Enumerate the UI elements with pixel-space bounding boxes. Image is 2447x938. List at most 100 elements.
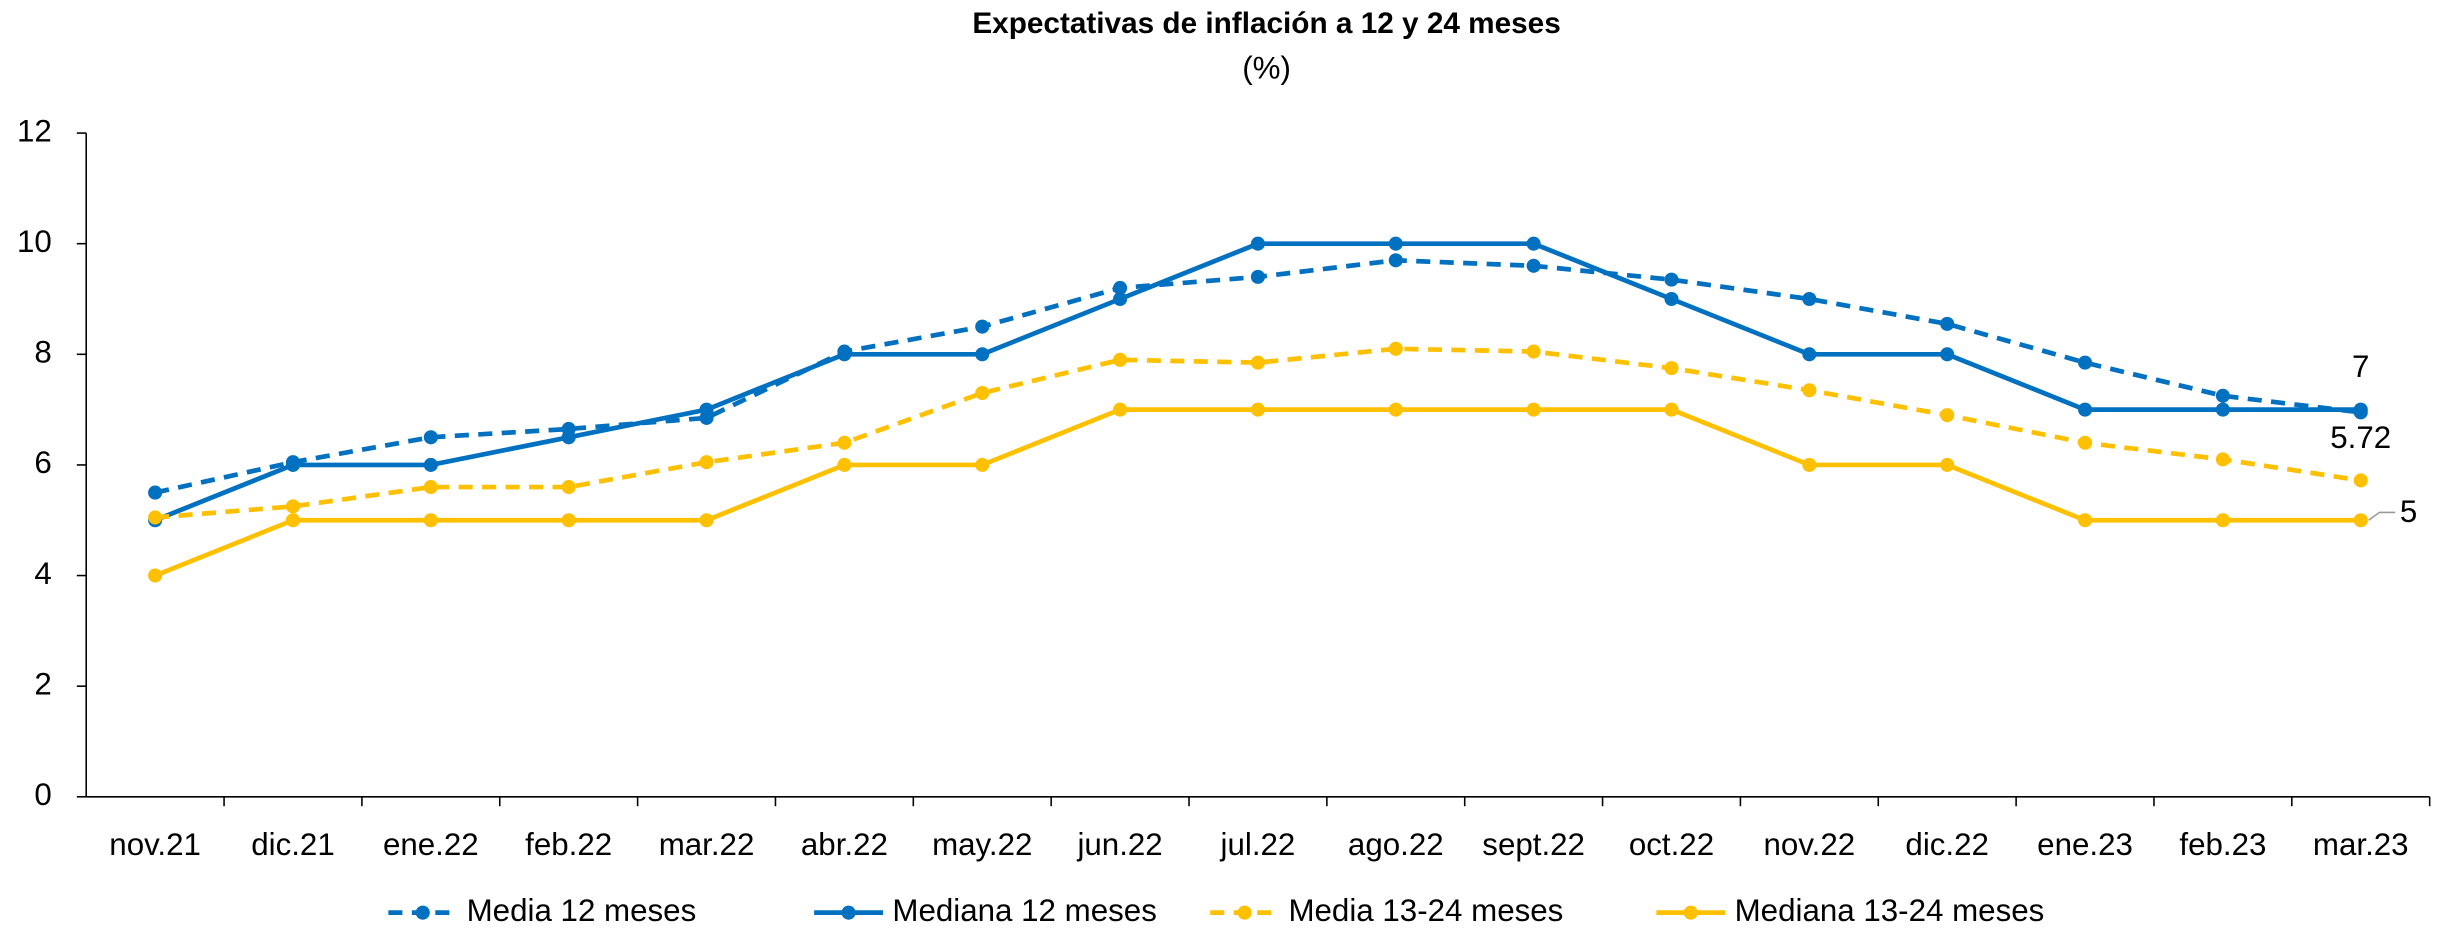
marker	[1113, 402, 1128, 417]
x-tick-label: nov.21	[109, 827, 201, 862]
marker	[1802, 383, 1817, 398]
marker	[1250, 402, 1265, 417]
series-line	[154, 241, 2361, 523]
marker	[1802, 457, 1817, 472]
marker	[837, 457, 852, 472]
marker	[561, 513, 576, 528]
y-tick-label: 6	[34, 445, 51, 480]
marker	[837, 435, 852, 450]
series-line	[154, 346, 2362, 520]
legend-label: Mediana 13-24 meses	[1735, 893, 2045, 928]
marker	[2077, 513, 2093, 528]
marker	[1113, 352, 1128, 367]
marker	[423, 457, 438, 472]
x-tick-label: jun.22	[1076, 827, 1162, 862]
marker	[1940, 408, 1955, 423]
x-tick-label: mar.23	[2313, 827, 2409, 862]
marker	[285, 499, 301, 514]
marker	[975, 319, 990, 334]
marker	[1526, 402, 1541, 417]
marker	[2215, 402, 2230, 417]
x-tick-label: ene.23	[2037, 827, 2133, 862]
marker	[2215, 388, 2230, 403]
legend-marker	[415, 905, 430, 920]
marker	[1388, 402, 1403, 417]
marker	[2077, 355, 2093, 370]
data-label: 5.72	[2330, 420, 2391, 455]
leader-line	[2368, 511, 2396, 521]
chart-title: Expectativas de inflación a 12 y 24 mese…	[972, 7, 1560, 40]
legend-marker	[841, 905, 856, 920]
x-tick-label: dic.21	[251, 827, 335, 862]
x-tick-label: feb.22	[525, 827, 612, 862]
marker	[1526, 258, 1541, 273]
marker	[699, 455, 714, 470]
marker	[148, 485, 163, 500]
data-label: 5	[2400, 494, 2417, 529]
marker	[1526, 344, 1541, 359]
legend-label: Mediana 12 meses	[892, 893, 1156, 928]
marker	[1113, 291, 1128, 307]
marker	[699, 402, 714, 417]
marker	[1664, 361, 1679, 376]
marker	[1113, 280, 1128, 295]
marker	[148, 568, 163, 583]
legend-marker	[1683, 905, 1698, 920]
marker	[561, 430, 576, 445]
y-tick-label: 8	[34, 335, 51, 370]
legend-label: Media 13-24 meses	[1288, 893, 1563, 928]
marker	[1388, 236, 1403, 251]
x-tick-label: oct.22	[1629, 827, 1714, 862]
data-label: 7	[2352, 349, 2369, 384]
marker	[1940, 316, 1955, 331]
x-tick-label: mar.22	[659, 827, 755, 862]
chart-subtitle: (%)	[1242, 51, 1291, 86]
x-tick-label: ago.22	[1348, 827, 1444, 862]
marker	[1250, 269, 1265, 284]
marker	[285, 513, 301, 528]
marker	[1250, 355, 1265, 370]
y-tick-label: 4	[34, 556, 51, 591]
marker	[1802, 347, 1817, 362]
marker	[1388, 341, 1403, 356]
marker	[2077, 435, 2093, 450]
legend-label: Media 12 meses	[467, 893, 697, 928]
marker	[699, 513, 714, 528]
marker	[1664, 291, 1679, 307]
y-tick-label: 0	[34, 777, 51, 812]
marker	[423, 513, 438, 528]
marker	[1940, 347, 1955, 362]
x-tick-label: nov.22	[1764, 827, 1856, 862]
marker	[423, 430, 438, 445]
marker	[975, 457, 990, 472]
x-tick-label: ene.22	[383, 827, 479, 862]
marker	[1388, 253, 1403, 268]
marker	[423, 480, 438, 495]
marker	[1940, 457, 1955, 472]
series-line	[154, 257, 2362, 495]
y-tick-label: 10	[17, 224, 52, 259]
marker	[2353, 513, 2368, 528]
marker	[1526, 236, 1541, 251]
marker	[2353, 473, 2368, 488]
marker	[1802, 291, 1817, 307]
x-tick-label: abr.22	[801, 827, 888, 862]
marker	[837, 347, 852, 362]
x-tick-label: feb.23	[2179, 827, 2266, 862]
x-tick-label: may.22	[932, 827, 1032, 862]
x-tick-label: sept.22	[1482, 827, 1585, 862]
marker	[2215, 452, 2230, 467]
marker	[2353, 402, 2368, 417]
legend-marker	[1237, 905, 1252, 920]
marker	[2215, 513, 2230, 528]
marker	[285, 457, 301, 472]
marker	[975, 385, 990, 401]
marker	[561, 480, 576, 495]
marker	[1250, 236, 1265, 251]
y-tick-label: 12	[17, 113, 52, 148]
x-tick-label: dic.22	[1905, 827, 1989, 862]
marker	[1664, 402, 1679, 417]
marker	[148, 510, 163, 525]
y-tick-label: 2	[34, 666, 51, 701]
